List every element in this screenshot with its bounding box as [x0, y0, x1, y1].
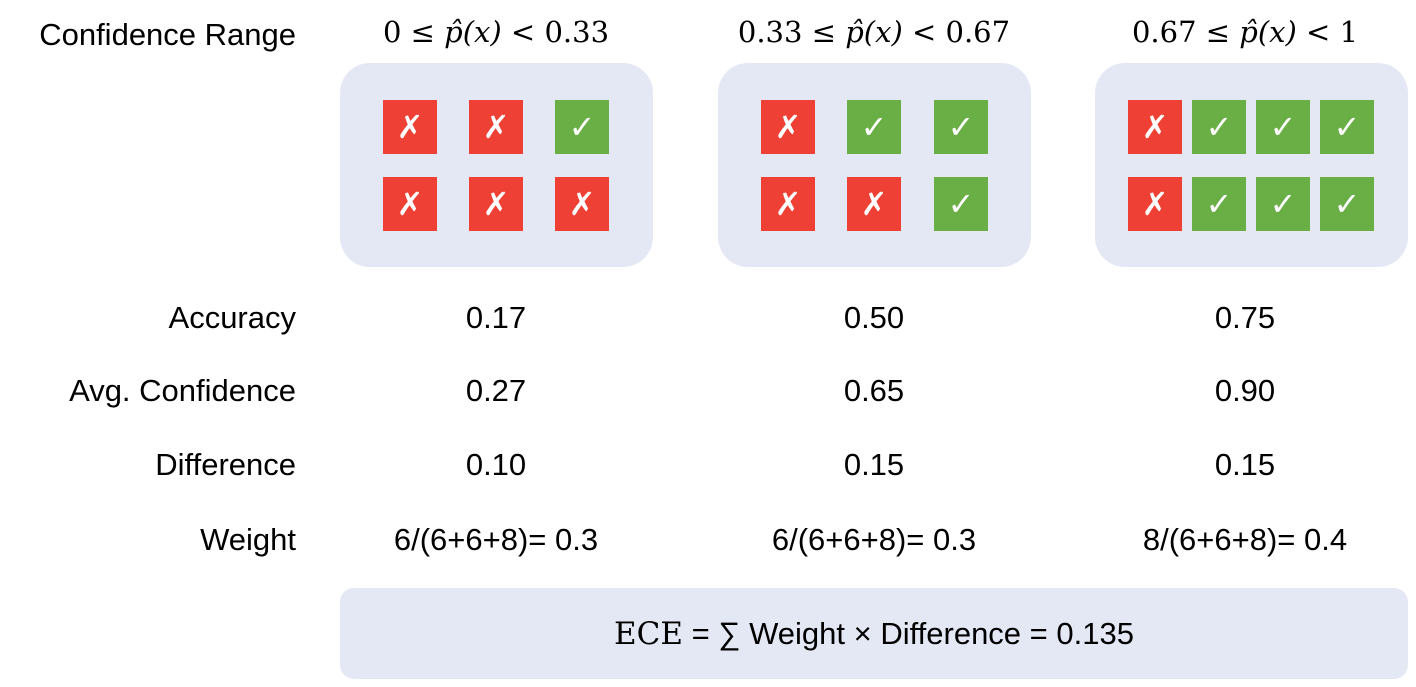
difference-value-bin-2: 0.15: [843, 447, 905, 482]
cross-icon: ✗: [761, 100, 815, 154]
accuracy-value-bin-2: 0.50: [843, 300, 905, 335]
weight-value-bin-1: 6/(6+6+8)= 0.3: [393, 522, 599, 557]
ece-formula-box: ECE = ∑ Weight × Difference = 0.135: [340, 588, 1408, 679]
check-icon: ✓: [1256, 100, 1310, 154]
check-icon: ✓: [1320, 100, 1374, 154]
le-symbol: ≤: [1205, 15, 1231, 49]
label-avg-confidence: Avg. Confidence: [69, 373, 296, 408]
ece-formula: = ∑ Weight × Difference = 0.135: [691, 615, 1134, 651]
range-header-bin-1: 0 ≤ p̂(x) < 0.33: [316, 14, 676, 50]
check-icon: ✓: [555, 100, 609, 154]
cross-icon: ✗: [847, 177, 901, 231]
lt-symbol: <: [1306, 15, 1331, 49]
label-difference: Difference: [155, 447, 296, 482]
cross-icon: ✗: [469, 100, 523, 154]
bin-2-box: [718, 63, 1031, 267]
cross-icon: ✗: [761, 177, 815, 231]
check-icon: ✓: [934, 177, 988, 231]
difference-value-bin-3: 0.15: [1214, 447, 1276, 482]
accuracy-value-bin-1: 0.17: [465, 300, 527, 335]
avg-confidence-value-bin-3: 0.90: [1214, 373, 1276, 408]
range-lo: 0: [382, 15, 402, 49]
range-lo: 0.33: [737, 15, 803, 49]
cross-icon: ✗: [383, 177, 437, 231]
weight-value-bin-2: 6/(6+6+8)= 0.3: [771, 522, 977, 557]
avg-confidence-value-bin-1: 0.27: [465, 373, 527, 408]
phat-symbol: p̂(x): [845, 15, 903, 49]
range-hi: 1: [1339, 15, 1359, 49]
range-hi: 0.67: [945, 15, 1011, 49]
check-icon: ✓: [1192, 100, 1246, 154]
check-icon: ✓: [1192, 177, 1246, 231]
le-symbol: ≤: [811, 15, 836, 49]
accuracy-value-bin-3: 0.75: [1214, 300, 1276, 335]
phat-symbol: p̂(x): [444, 15, 502, 49]
avg-confidence-value-bin-2: 0.65: [843, 373, 905, 408]
check-icon: ✓: [1320, 177, 1374, 231]
bin-1-box: [340, 63, 653, 267]
cross-icon: ✗: [555, 177, 609, 231]
ece-name: ECE: [614, 615, 684, 652]
check-icon: ✓: [847, 100, 901, 154]
phat-symbol: p̂(x): [1239, 15, 1297, 49]
range-header-bin-3: 0.67 ≤ p̂(x) < 1: [1065, 14, 1416, 50]
cross-icon: ✗: [1128, 100, 1182, 154]
range-hi: 0.33: [544, 15, 610, 49]
check-icon: ✓: [934, 100, 988, 154]
label-accuracy: Accuracy: [168, 300, 296, 335]
check-icon: ✓: [1256, 177, 1310, 231]
range-header-bin-2: 0.33 ≤ p̂(x) < 0.67: [694, 14, 1054, 50]
cross-icon: ✗: [383, 100, 437, 154]
label-weight: Weight: [200, 522, 296, 557]
le-symbol: ≤: [410, 15, 435, 49]
difference-value-bin-1: 0.10: [465, 447, 527, 482]
range-lo: 0.67: [1131, 15, 1197, 49]
weight-value-bin-3: 8/(6+6+8)= 0.4: [1142, 522, 1348, 557]
lt-symbol: <: [510, 15, 536, 49]
label-confidence-range: Confidence Range: [39, 17, 296, 52]
cross-icon: ✗: [469, 177, 523, 231]
lt-symbol: <: [911, 15, 937, 49]
cross-icon: ✗: [1128, 177, 1182, 231]
bin-3-box: [1095, 63, 1408, 267]
